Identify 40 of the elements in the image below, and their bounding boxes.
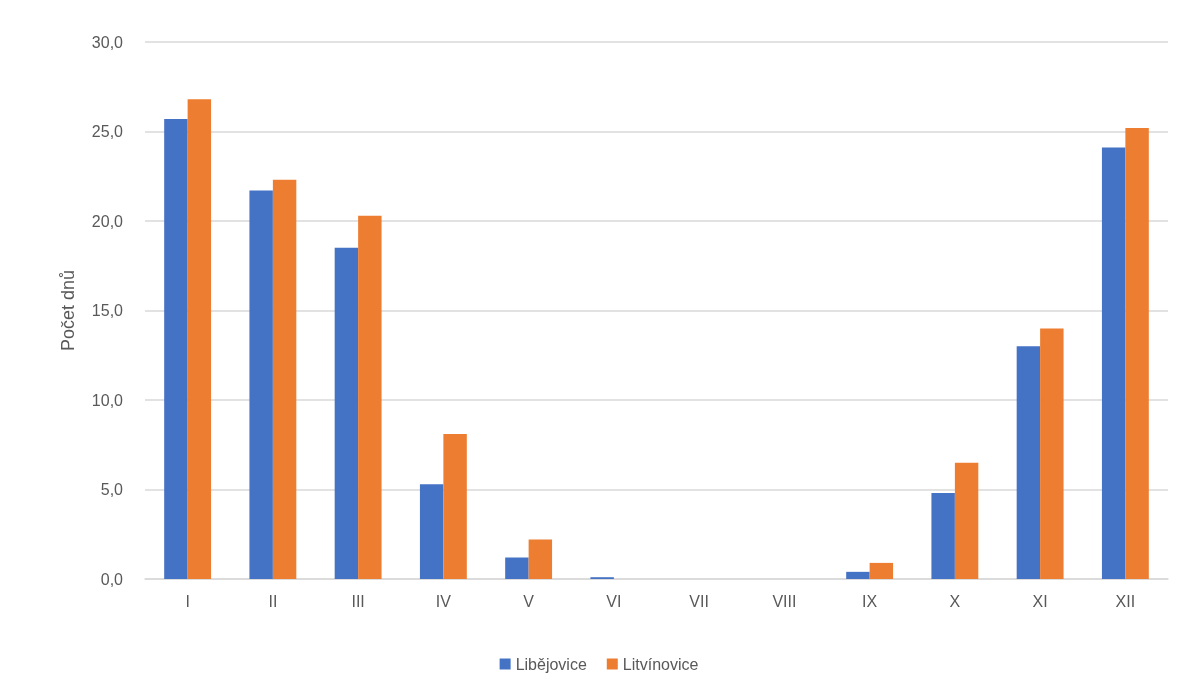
- bar: [869, 562, 894, 579]
- y-tick-label: 0,0: [100, 570, 124, 588]
- bar: [528, 539, 553, 579]
- x-tick-label: VI: [606, 592, 622, 610]
- bar: [1016, 346, 1041, 579]
- x-tick-label: IV: [435, 592, 452, 610]
- bar: [1125, 127, 1149, 579]
- bar: [334, 247, 359, 579]
- x-tick-label: XII: [1115, 592, 1136, 610]
- bar: [187, 99, 212, 579]
- x-tick-label: II: [268, 592, 278, 610]
- y-tick-label: 25,0: [91, 123, 124, 140]
- bar: [358, 215, 382, 579]
- y-tick-label: 5,0: [100, 481, 124, 498]
- legend-label: Litvínovice: [622, 655, 699, 673]
- y-tick-label: 15,0: [91, 302, 124, 319]
- bar: [1101, 147, 1126, 579]
- x-tick-label: VIII: [772, 592, 797, 610]
- bar: [931, 493, 955, 579]
- bar: [954, 462, 979, 579]
- x-tick-label: V: [523, 592, 535, 610]
- y-tick-label: 20,0: [91, 212, 124, 230]
- x-tick-label: XI: [1032, 592, 1048, 610]
- y-tick-label: 30,0: [91, 33, 124, 51]
- y-axis-title: Počet dnů: [58, 269, 78, 352]
- bar: [505, 557, 529, 579]
- bar: [846, 571, 870, 579]
- bar: [443, 434, 467, 579]
- bar: [1040, 328, 1064, 579]
- x-tick-label: X: [949, 592, 961, 610]
- bar: [249, 190, 273, 579]
- x-tick-label: III: [351, 592, 365, 610]
- bar: [419, 484, 444, 579]
- x-tick-label: I: [185, 592, 190, 610]
- legend-label: Libějovice: [515, 655, 587, 673]
- x-tick-label: IX: [862, 592, 878, 610]
- x-tick-label: VII: [689, 592, 709, 610]
- y-tick-label: 10,0: [91, 391, 124, 409]
- bar: [164, 118, 188, 579]
- bar: [272, 179, 297, 579]
